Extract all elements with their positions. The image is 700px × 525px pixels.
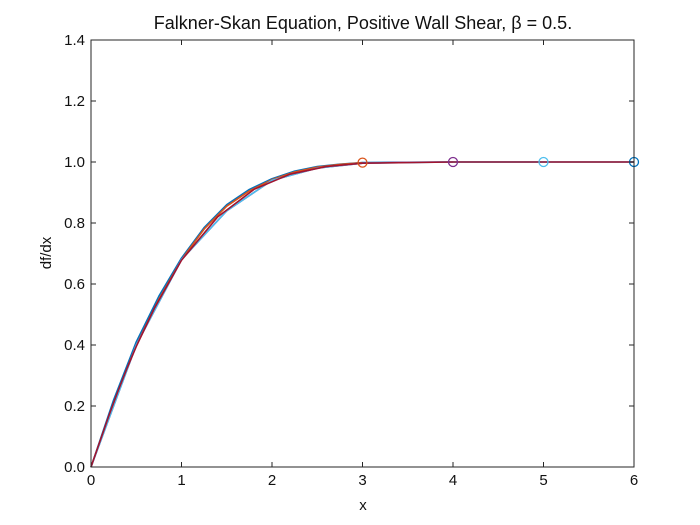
y-tick-label-0: 0.0	[64, 459, 85, 476]
y-tick-label-1: 0.2	[64, 398, 85, 415]
x-tick-label-5: 5	[539, 472, 547, 489]
chart-title: Falkner-Skan Equation, Positive Wall She…	[154, 13, 572, 33]
y-tick-label-5: 1.0	[64, 154, 85, 171]
ticks-layer: 0 1 2 3 4 5 6 0.0 0.2 0.4 0.6 0.8 1.0 1.2 1.4	[64, 32, 638, 489]
x-tick-label-0: 0	[87, 472, 95, 489]
plot-area	[91, 40, 634, 467]
series-line-5	[90, 161, 634, 468]
x-axis-label: x	[359, 497, 367, 514]
x-tick-label-3: 3	[358, 472, 366, 489]
y-axis-label: df/dx	[38, 236, 55, 269]
y-tick-label-6: 1.2	[64, 93, 85, 110]
x-tick-label-1: 1	[177, 472, 185, 489]
x-tick-label-2: 2	[268, 472, 276, 489]
x-tick-label-6: 6	[630, 472, 638, 489]
y-tick-label-2: 0.4	[64, 337, 85, 354]
y-tick-label-4: 0.8	[64, 215, 85, 232]
y-tick-label-7: 1.4	[64, 32, 85, 49]
x-tick-label-4: 4	[449, 472, 457, 489]
y-tick-label-3: 0.6	[64, 276, 85, 293]
series-marker-2	[357, 157, 368, 168]
series-layer	[90, 161, 634, 468]
series-marker-4	[538, 156, 549, 168]
series-marker-3	[447, 156, 459, 168]
